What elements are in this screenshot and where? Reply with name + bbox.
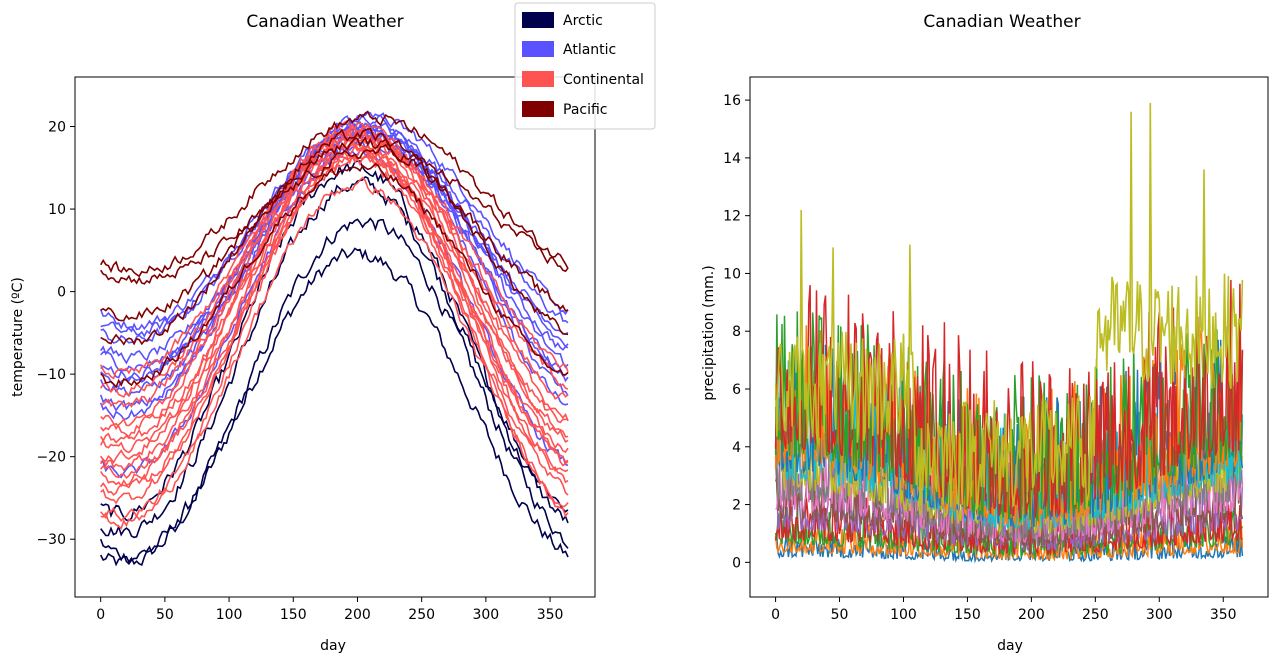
- precipitation-x-tick-label: 50: [831, 607, 849, 623]
- temperature-series-line: [99, 112, 569, 333]
- temperature-y-tick-label: 20: [48, 120, 66, 136]
- temperature-series-line: [99, 111, 569, 412]
- legend-swatch-continental: [522, 71, 554, 87]
- temperature-y-tick-label: −10: [36, 367, 66, 383]
- precipitation-y-tick-label: 14: [723, 151, 741, 167]
- precipitation-x-tick-label: 300: [1146, 607, 1173, 623]
- precipitation-x-tick-label: 150: [954, 607, 981, 623]
- precipitation-highlight-series-line: [774, 102, 1244, 512]
- temperature-x-tick-label: 350: [537, 607, 564, 623]
- legend-swatch-arctic: [522, 12, 554, 28]
- temperature-y-tick-label: 10: [48, 202, 66, 218]
- precipitation-x-ticks: 0 50 100 150 200 250 300 350: [771, 597, 1237, 623]
- legend-label-atlantic: Atlantic: [563, 42, 616, 58]
- precipitation-chart: Canadian Weather 0 50 100 150 200 250 300 350 0…: [701, 12, 1269, 654]
- temperature-x-ticks: 0 50 100 150 200 250 300 350: [96, 597, 563, 623]
- precipitation-x-tick-label: 250: [1082, 607, 1109, 623]
- temperature-x-tick-label: 100: [216, 607, 243, 623]
- temperature-x-axis-label: day: [320, 638, 346, 654]
- temperature-series-line: [100, 110, 569, 278]
- temperature-series-line: [100, 144, 569, 530]
- temperature-x-tick-label: 0: [96, 607, 105, 623]
- legend-swatch-atlantic: [522, 41, 554, 57]
- temperature-series-line: [99, 127, 569, 454]
- precipitation-y-ticks: 0 2 4 6 8 10 12 14 16: [723, 93, 750, 571]
- precipitation-y-tick-label: 10: [723, 266, 741, 282]
- precipitation-y-tick-label: 8: [732, 324, 741, 340]
- precipitation-y-tick-label: 4: [732, 440, 741, 456]
- temperature-series-line: [100, 138, 569, 465]
- precipitation-x-tick-label: 200: [1018, 607, 1045, 623]
- temperature-y-tick-label: −30: [36, 532, 66, 548]
- temperature-x-tick-label: 150: [280, 607, 307, 623]
- legend-entry-arctic: Arctic: [522, 12, 603, 29]
- temperature-series-line: [100, 130, 569, 439]
- temperature-x-tick-label: 200: [344, 607, 371, 623]
- precipitation-series-line: [774, 325, 1244, 528]
- temperature-x-tick-label: 50: [156, 607, 174, 623]
- precipitation-series-group: [774, 102, 1244, 564]
- legend-frame: [514, 2, 656, 130]
- temperature-series-line: [100, 136, 569, 322]
- temperature-series-line: [100, 154, 569, 479]
- temperature-series-line: [100, 127, 569, 346]
- temperature-series-line: [100, 163, 569, 389]
- legend-label-continental: Continental: [563, 72, 644, 88]
- temperature-x-tick-label: 250: [408, 607, 435, 623]
- temperature-y-tick-label: 0: [57, 285, 66, 301]
- temperature-y-ticks: −30 −20 −10 0 10 20: [36, 120, 75, 548]
- precipitation-y-tick-label: 6: [732, 382, 741, 398]
- precipitation-plot-frame: [749, 76, 1269, 598]
- legend-label-arctic: Arctic: [563, 13, 603, 29]
- precipitation-x-tick-label: 350: [1210, 607, 1237, 623]
- precipitation-y-tick-label: 0: [732, 555, 741, 571]
- legend-label-pacific: Pacific: [563, 102, 608, 118]
- temperature-series-group: [99, 110, 569, 567]
- precipitation-y-tick-label: 12: [723, 209, 741, 225]
- temperature-series-line: [100, 119, 569, 431]
- temperature-series-line: [100, 160, 569, 522]
- temperature-x-tick-label: 300: [472, 607, 499, 623]
- temperature-chart-title: Canadian Weather: [246, 12, 403, 32]
- legend-entry-continental: Continental: [522, 71, 644, 88]
- temperature-series-line: [100, 176, 569, 522]
- temperature-series-line: [100, 143, 569, 285]
- precipitation-x-tick-label: 0: [771, 607, 780, 623]
- precipitation-y-tick-label: 16: [723, 93, 741, 109]
- precipitation-x-axis-label: day: [997, 638, 1023, 654]
- temperature-series-line: [99, 247, 569, 567]
- precipitation-x-tick-label: 100: [890, 607, 917, 623]
- legend-entry-pacific: Pacific: [522, 101, 608, 118]
- temperature-plot-frame: [74, 76, 596, 598]
- legend-swatch-pacific: [522, 101, 554, 117]
- precipitation-chart-title: Canadian Weather: [923, 12, 1080, 32]
- temperature-y-tick-label: −20: [36, 450, 66, 466]
- precipitation-y-axis-label: precipitation (mm.): [701, 265, 717, 400]
- temperature-y-axis-label: temperature (ºC): [10, 277, 26, 397]
- temperature-series-line: [99, 217, 569, 566]
- precipitation-y-tick-label: 2: [732, 498, 741, 514]
- legend: Arctic Atlantic Continental Pacific: [514, 2, 656, 130]
- temperature-chart: Canadian Weather 0 50 100 150 200 250 300 350 −…: [10, 12, 596, 654]
- legend-entry-atlantic: Atlantic: [522, 41, 616, 58]
